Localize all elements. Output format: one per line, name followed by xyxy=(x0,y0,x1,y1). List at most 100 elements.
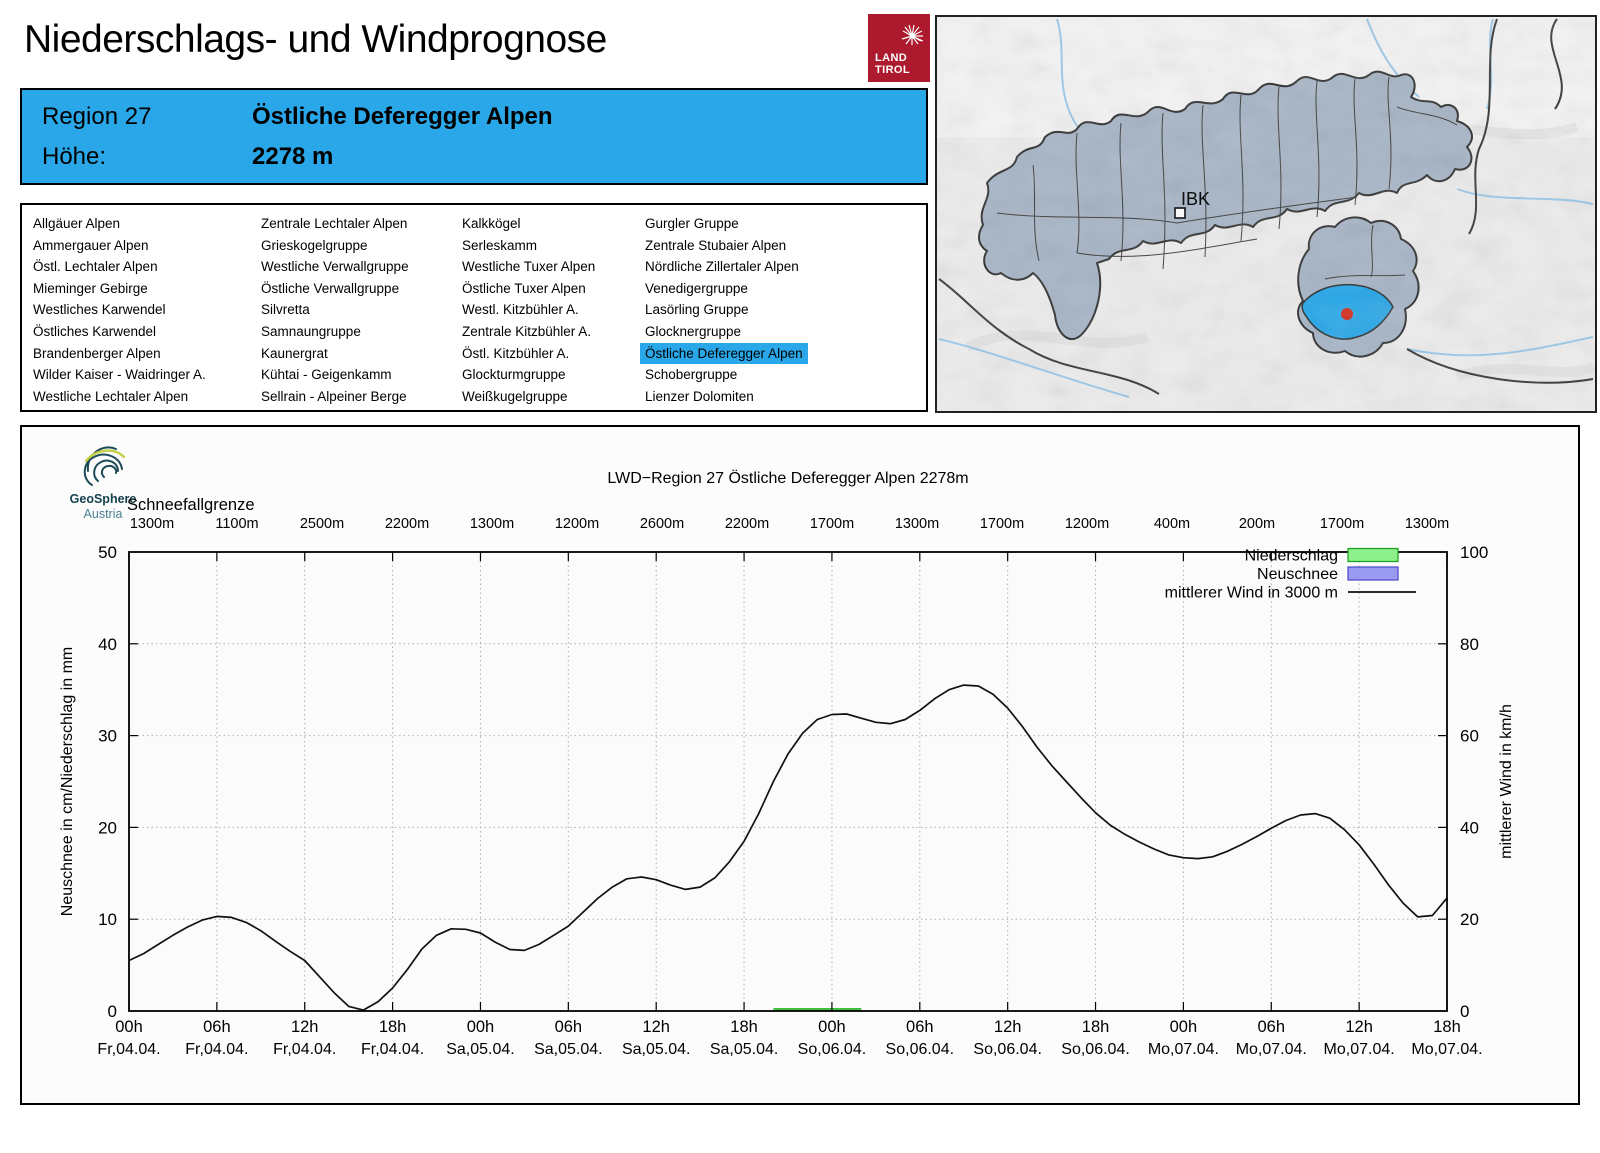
region-list-row: Östliche Tuxer Alpen xyxy=(462,278,595,300)
altitude-value: 2278 m xyxy=(252,143,334,170)
region-list-row: Zentrale Stubaier Alpen xyxy=(645,235,808,257)
region-list-item[interactable]: Weißkugelgruppe xyxy=(462,388,568,404)
region-list-row: Serleskamm xyxy=(462,235,595,257)
y-left-label: 30 xyxy=(98,727,117,746)
region-list-item[interactable]: Allgäuer Alpen xyxy=(33,216,121,231)
region-list-column: Gurgler Gruppe Zentrale Stubaier Alpen Nör… xyxy=(640,213,808,408)
region-list-item[interactable]: Mieminger Gebirge xyxy=(33,280,148,296)
region-list-item[interactable]: Kalkkögel xyxy=(462,216,521,231)
region-list-column: Kalkkögel Serleskamm Westliche Tuxer Alpen… xyxy=(462,213,595,407)
region-list-item[interactable]: Östl. Lechtaler Alpen xyxy=(33,259,158,275)
snowline-value: 1300m xyxy=(130,516,174,532)
region-list-row: Wilder Kaiser - Waidringer A. xyxy=(33,364,206,386)
snowline-value: 2200m xyxy=(725,516,769,532)
region-list-row: Glockturmgruppe xyxy=(462,364,595,386)
region-name: Östliche Deferegger Alpen xyxy=(252,103,553,130)
x-date-label: So,06.04. xyxy=(886,1041,955,1058)
region-list-item[interactable]: Nördliche Zillertaler Alpen xyxy=(645,259,799,275)
region-list-row: Kalkkögel xyxy=(462,213,595,235)
region-list-item-selected[interactable]: Östliche Deferegger Alpen xyxy=(640,342,808,365)
x-tick-label: 06h xyxy=(203,1018,231,1036)
region-list-item[interactable]: Zentrale Kitzbühler A. xyxy=(462,323,592,339)
region-list-item[interactable]: Grieskogelgruppe xyxy=(261,237,368,253)
region-list-item[interactable]: Kühtai - Geigenkamm xyxy=(261,367,392,383)
region-list-item[interactable]: Östliche Tuxer Alpen xyxy=(462,280,586,296)
region-list-item[interactable]: Östl. Kitzbühler A. xyxy=(462,345,570,361)
region-list-item[interactable]: Kaunergrat xyxy=(261,345,328,361)
region-list-row: Venedigergruppe xyxy=(645,278,808,300)
region-list: Allgäuer Alpen Ammergauer Alpen Östl. Lech… xyxy=(20,203,928,412)
x-tick-label: 18h xyxy=(730,1018,758,1036)
region-list-row: Silvretta xyxy=(261,299,409,321)
legend-swatch-niederschlag xyxy=(1347,547,1399,563)
x-date-label: Mo,07.04. xyxy=(1324,1041,1395,1058)
y-right-axis-title: mittlerer Wind in km/h xyxy=(1498,704,1515,859)
plot-frame xyxy=(128,551,1448,1012)
region-list-item[interactable]: Zentrale Stubaier Alpen xyxy=(645,237,787,253)
region-list-item[interactable]: Venedigergruppe xyxy=(645,280,748,296)
region-list-item[interactable]: Westl. Kitzbühler A. xyxy=(462,302,579,318)
geosphere-swirl-icon xyxy=(83,446,123,486)
altitude-label: Höhe: xyxy=(42,143,107,170)
region-list-item[interactable]: Sellrain - Alpeiner Berge xyxy=(261,388,407,404)
forecast-plot: 00h Fr,04.04. 06h Fr,04.04. 12h Fr,04.04. 18h F… xyxy=(59,469,1515,1058)
region-list-item[interactable]: Wilder Kaiser - Waidringer A. xyxy=(33,367,206,383)
y-right-label: 0 xyxy=(1460,1002,1469,1021)
region-list-row: Ammergauer Alpen xyxy=(33,235,206,257)
region-list-item[interactable]: Silvretta xyxy=(261,302,310,318)
x-date-label: Mo,07.04. xyxy=(1148,1041,1219,1058)
region-list-item[interactable]: Zentrale Lechtaler Alpen xyxy=(261,216,408,231)
x-tick-label: 06h xyxy=(906,1018,934,1036)
region-list-row: Schobergruppe xyxy=(645,364,808,386)
region-list-row: Östliche Verwallgruppe xyxy=(261,278,409,300)
wind-line xyxy=(128,684,1448,1011)
snowline-value: 1100m xyxy=(215,516,258,532)
x-date-label: So,06.04. xyxy=(1061,1041,1130,1058)
legend-swatch-neuschnee xyxy=(1347,566,1399,581)
region-list-item[interactable]: Westliches Karwendel xyxy=(33,302,166,318)
snowline-value: 1200m xyxy=(1065,516,1109,532)
legend-label: Niederschlag xyxy=(1245,548,1338,565)
region-list-row: Westliche Lechtaler Alpen xyxy=(33,386,206,408)
x-date-label: Sa,05.04. xyxy=(710,1041,779,1058)
x-tick-label: 00h xyxy=(467,1018,495,1036)
region-list-item[interactable]: Glockturmgruppe xyxy=(462,367,566,383)
region-list-item[interactable]: Gurgler Gruppe xyxy=(645,216,739,231)
region-list-item[interactable]: Westliche Tuxer Alpen xyxy=(462,259,596,275)
x-date-label: Sa,05.04. xyxy=(622,1041,691,1058)
x-date-label: So,06.04. xyxy=(798,1041,867,1058)
y-left-label: 20 xyxy=(98,818,117,837)
snowline-value: 1700m xyxy=(810,516,854,532)
y-right-label: 40 xyxy=(1460,818,1479,837)
geosphere-country: Austria xyxy=(84,507,123,521)
region-list-item[interactable]: Westliche Lechtaler Alpen xyxy=(33,388,189,404)
region-list-row: Lienzer Dolomiten xyxy=(645,386,808,408)
region-list-item[interactable]: Serleskamm xyxy=(462,237,538,253)
region-list-item[interactable]: Östliche Verwallgruppe xyxy=(261,280,400,296)
x-date-label: Fr,04.04. xyxy=(97,1041,160,1058)
region-list-item[interactable]: Lasörling Gruppe xyxy=(645,302,749,318)
region-list-item[interactable]: Östliches Karwendel xyxy=(33,323,157,339)
land-tirol-logo: LAND TIROL xyxy=(868,14,930,82)
region-list-row: Sellrain - Alpeiner Berge xyxy=(261,386,409,408)
snowline-value: 1700m xyxy=(1320,516,1364,532)
precipitation-bar xyxy=(773,1008,862,1011)
page-title: Niederschlags- und Windprognose xyxy=(24,18,607,61)
x-tick-label: 06h xyxy=(1258,1018,1286,1036)
region-list-item[interactable]: Samnaungruppe xyxy=(261,323,361,339)
snowline-value: 1300m xyxy=(1405,516,1449,532)
region-list-item[interactable]: Schobergruppe xyxy=(645,367,738,383)
region-list-item[interactable]: Glocknergruppe xyxy=(645,323,742,339)
region-list-item[interactable]: Westliche Verwallgruppe xyxy=(261,259,409,275)
x-tick-label: 12h xyxy=(994,1018,1022,1036)
snowline-value: 1200m xyxy=(555,516,599,532)
region-list-item[interactable]: Brandenberger Alpen xyxy=(33,345,161,361)
region-list-row: Glocknergruppe xyxy=(645,321,808,343)
x-date-label: Mo,07.04. xyxy=(1236,1041,1307,1058)
region-list-item[interactable]: Lienzer Dolomiten xyxy=(645,388,754,404)
region-list-item[interactable]: Ammergauer Alpen xyxy=(33,237,149,253)
x-tick-label: 12h xyxy=(1345,1018,1373,1036)
region-list-row: Brandenberger Alpen xyxy=(33,343,206,365)
region-list-row: Westliches Karwendel xyxy=(33,299,206,321)
legend-label: Neuschnee xyxy=(1257,566,1338,583)
